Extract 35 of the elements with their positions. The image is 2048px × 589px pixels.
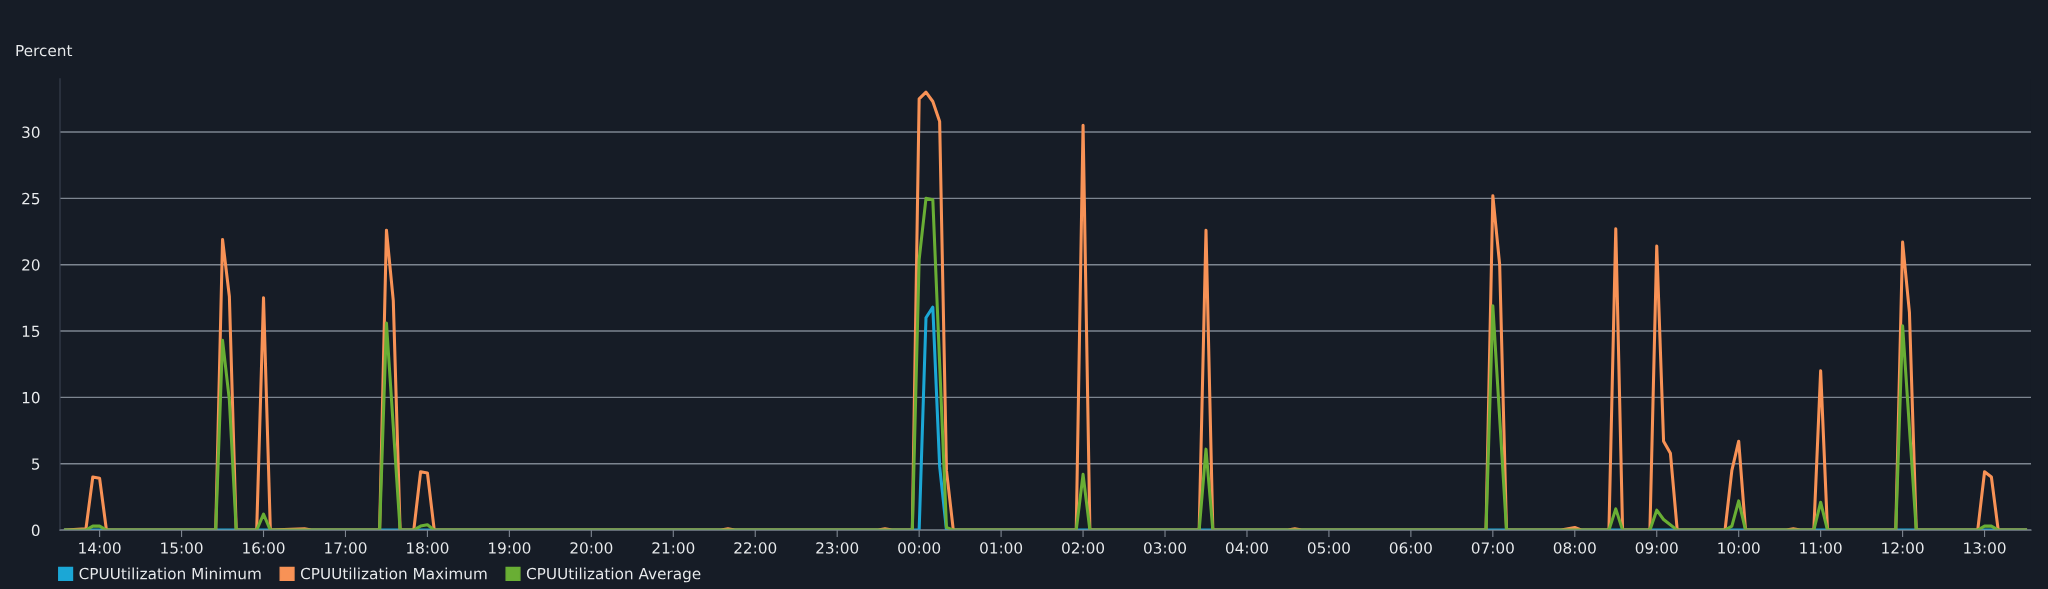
y-tick-label: 15 <box>22 325 40 338</box>
y-tick-label: 25 <box>22 192 40 205</box>
x-tick-label: 16:00 <box>243 542 285 554</box>
x-tick-label: 21:00 <box>652 542 695 554</box>
x-tick-label: 08:00 <box>1553 542 1596 554</box>
y-axis-title: Percent <box>16 44 73 57</box>
x-tick-label: 01:00 <box>980 542 1023 554</box>
x-tick-label: 09:00 <box>1635 542 1678 554</box>
y-tick-label: 30 <box>22 126 40 139</box>
x-tick-label: 03:00 <box>1144 542 1187 554</box>
legend-label: CPUUtilization Maximum <box>300 567 487 580</box>
y-tick-label: 10 <box>22 391 40 404</box>
y-tick-label: 0 <box>31 524 40 537</box>
x-tick-label: 00:00 <box>898 542 941 554</box>
x-tick-label: 23:00 <box>816 542 859 554</box>
x-tick-label: 04:00 <box>1225 542 1268 554</box>
x-tick-label: 02:00 <box>1062 542 1105 554</box>
x-tick-label: 20:00 <box>570 542 613 554</box>
x-tick-label: 07:00 <box>1471 542 1514 554</box>
x-tick-label: 12:00 <box>1882 542 1924 554</box>
x-tick-label: 15:00 <box>161 542 203 554</box>
legend-label: CPUUtilization Minimum <box>79 567 261 580</box>
x-tick-label: 11:00 <box>1800 542 1842 554</box>
x-tick-label: 22:00 <box>734 542 777 554</box>
x-tick-label: 10:00 <box>1718 542 1760 554</box>
x-tick-label: 14:00 <box>79 542 121 554</box>
y-tick-label: 5 <box>32 458 40 470</box>
x-tick-label: 17:00 <box>325 542 367 554</box>
y-tick-label: 20 <box>22 259 40 271</box>
x-tick-label: 05:00 <box>1307 542 1350 554</box>
x-tick-label: 13:00 <box>1964 542 2006 554</box>
x-tick-label: 18:00 <box>407 542 449 554</box>
x-tick-label: 19:00 <box>489 542 531 554</box>
x-tick-label: 06:00 <box>1389 542 1432 554</box>
legend-label: CPUUtilization Average <box>526 567 701 583</box>
